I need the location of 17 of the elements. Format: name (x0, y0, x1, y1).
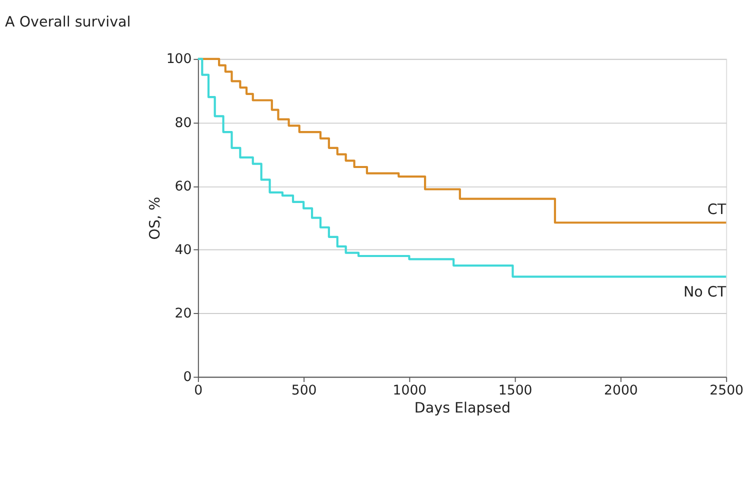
x-tick-label: 1000 (392, 383, 427, 398)
y-tick-label: 80 (174, 116, 192, 131)
y-axis-title: OS, % (148, 196, 164, 240)
x-axis-title: Days Elapsed (414, 400, 511, 416)
x-tick-label: 1500 (498, 383, 532, 398)
x-tick-label: 2500 (710, 383, 744, 398)
y-tick-label: 60 (174, 179, 192, 194)
text: A Overall survival (5, 14, 131, 31)
series-label: No CT (684, 284, 726, 301)
x-tick-label: 0 (194, 383, 203, 398)
y-tick-label: 0 (183, 370, 192, 386)
y-tick-label: 20 (174, 306, 192, 322)
series-label: CT (707, 202, 726, 218)
x-tick-label: 2000 (604, 383, 638, 398)
x-tick-label: 500 (291, 383, 317, 398)
y-tick-label: 40 (174, 242, 192, 258)
y-tick-label: 100 (166, 52, 192, 68)
